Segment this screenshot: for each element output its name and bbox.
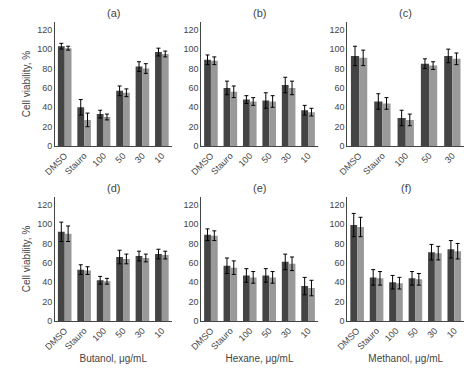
svg-text:10: 10 [299, 151, 313, 165]
svg-text:60: 60 [188, 258, 198, 268]
svg-text:80: 80 [335, 239, 345, 249]
svg-text:120: 120 [37, 25, 52, 35]
svg-text:120: 120 [183, 25, 198, 35]
svg-text:(f): (f) [401, 182, 411, 194]
svg-text:30: 30 [279, 151, 293, 165]
svg-text:100: 100 [90, 151, 108, 169]
svg-text:Stauro: Stauro [63, 151, 89, 177]
svg-text:40: 40 [188, 277, 198, 287]
svg-text:80: 80 [188, 64, 198, 74]
svg-text:0: 0 [340, 316, 345, 326]
svg-text:100: 100 [330, 44, 345, 54]
svg-text:80: 80 [188, 239, 198, 249]
svg-text:Stauro: Stauro [209, 151, 235, 177]
svg-text:10: 10 [152, 326, 166, 340]
svg-text:40: 40 [335, 102, 345, 112]
svg-text:50: 50 [260, 326, 274, 340]
svg-text:100: 100 [183, 219, 198, 229]
svg-text:100: 100 [237, 326, 255, 344]
svg-text:20: 20 [188, 122, 198, 132]
svg-text:Butanol, μg/mL: Butanol, μg/mL [80, 353, 148, 364]
svg-text:40: 40 [335, 277, 345, 287]
svg-text:Hexane, μg/mL: Hexane, μg/mL [225, 353, 293, 364]
svg-text:Stauro: Stauro [361, 151, 387, 177]
svg-text:20: 20 [335, 122, 345, 132]
svg-text:40: 40 [42, 277, 52, 287]
svg-text:DMSO: DMSO [43, 326, 69, 352]
svg-text:Stauro: Stauro [63, 326, 89, 352]
svg-text:0: 0 [193, 316, 198, 326]
svg-text:(e): (e) [253, 182, 266, 194]
svg-text:Cell viability, %: Cell viability, % [21, 51, 32, 118]
svg-text:80: 80 [335, 64, 345, 74]
svg-text:100: 100 [393, 151, 411, 169]
svg-text:80: 80 [42, 64, 52, 74]
svg-text:100: 100 [37, 44, 52, 54]
svg-text:30: 30 [443, 151, 457, 165]
svg-text:30: 30 [133, 151, 147, 165]
svg-text:(b): (b) [253, 7, 266, 19]
svg-text:60: 60 [42, 83, 52, 93]
svg-text:DMSO: DMSO [189, 326, 215, 352]
svg-text:50: 50 [260, 151, 274, 165]
svg-text:40: 40 [42, 102, 52, 112]
svg-text:10: 10 [299, 326, 313, 340]
svg-text:(c): (c) [399, 7, 412, 19]
svg-text:60: 60 [42, 258, 52, 268]
svg-text:DMSO: DMSO [189, 151, 215, 177]
svg-text:30: 30 [279, 326, 293, 340]
svg-text:60: 60 [335, 83, 345, 93]
svg-text:100: 100 [237, 151, 255, 169]
svg-text:20: 20 [42, 122, 52, 132]
svg-text:50: 50 [113, 151, 127, 165]
svg-text:20: 20 [188, 297, 198, 307]
svg-text:10: 10 [445, 326, 459, 340]
svg-text:100: 100 [383, 326, 401, 344]
svg-text:40: 40 [188, 102, 198, 112]
svg-text:0: 0 [47, 141, 52, 151]
svg-text:(a): (a) [107, 7, 120, 19]
svg-text:100: 100 [183, 44, 198, 54]
svg-text:(d): (d) [107, 182, 120, 194]
svg-text:60: 60 [335, 258, 345, 268]
svg-text:120: 120 [37, 200, 52, 210]
svg-text:Stauro: Stauro [355, 326, 381, 352]
svg-text:20: 20 [335, 297, 345, 307]
svg-text:Stauro: Stauro [209, 326, 235, 352]
svg-text:50: 50 [406, 326, 420, 340]
svg-text:120: 120 [330, 25, 345, 35]
svg-text:50: 50 [113, 326, 127, 340]
svg-text:Methanol, μg/mL: Methanol, μg/mL [368, 353, 443, 364]
svg-text:30: 30 [425, 326, 439, 340]
svg-text:0: 0 [47, 316, 52, 326]
svg-text:100: 100 [330, 219, 345, 229]
svg-text:30: 30 [133, 326, 147, 340]
svg-text:DMSO: DMSO [336, 326, 362, 352]
svg-text:Cell viability, %: Cell viability, % [21, 226, 32, 293]
svg-text:60: 60 [188, 83, 198, 93]
svg-text:120: 120 [330, 200, 345, 210]
svg-text:100: 100 [37, 219, 52, 229]
svg-text:50: 50 [419, 151, 433, 165]
svg-text:100: 100 [90, 326, 108, 344]
svg-text:80: 80 [42, 239, 52, 249]
svg-text:10: 10 [152, 151, 166, 165]
svg-text:DMSO: DMSO [338, 151, 364, 177]
svg-text:DMSO: DMSO [43, 151, 69, 177]
svg-text:0: 0 [193, 141, 198, 151]
svg-text:20: 20 [42, 297, 52, 307]
svg-text:0: 0 [340, 141, 345, 151]
svg-text:120: 120 [183, 200, 198, 210]
